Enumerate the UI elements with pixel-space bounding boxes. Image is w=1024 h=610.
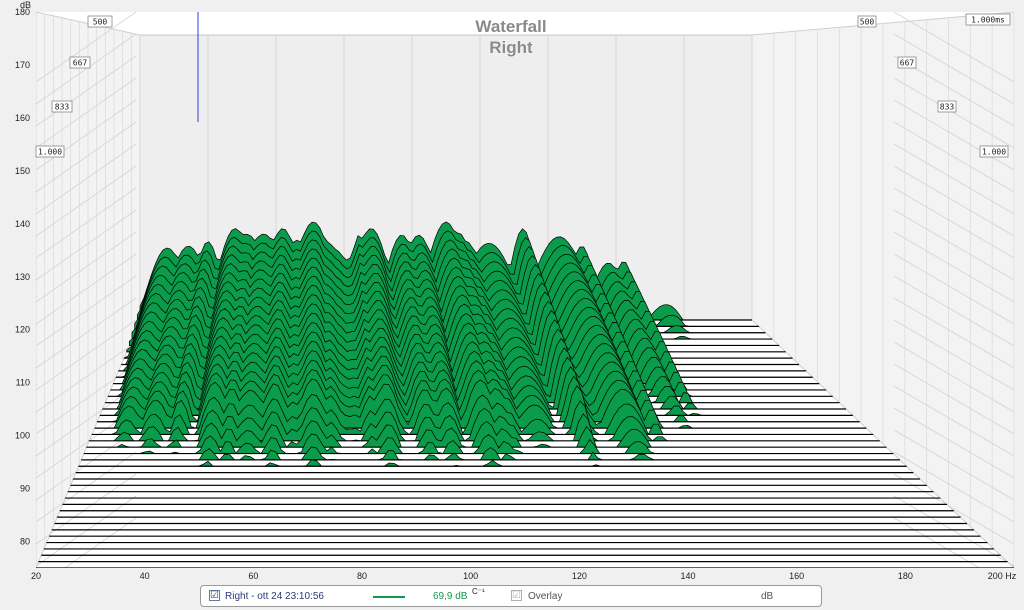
- diagonal-gridline: [36, 451, 137, 523]
- diagonal-gridline: [893, 297, 1014, 369]
- series-label[interactable]: Right - ott 24 23:10:56: [225, 591, 324, 602]
- time-label: 500: [93, 18, 108, 27]
- diagonal-gridline: [36, 77, 137, 149]
- y-tick-label: 160: [15, 113, 30, 123]
- time-label: 1.000ms: [971, 16, 1005, 25]
- diagonal-gridline: [36, 319, 137, 391]
- time-label: 667: [73, 59, 88, 68]
- series-value: 69,9 dB: [433, 591, 468, 602]
- diagonal-gridline: [36, 253, 137, 325]
- diagonal-gridline: [893, 77, 1014, 149]
- diagonal-gridline: [893, 429, 1014, 501]
- diagonal-gridline: [893, 12, 1014, 83]
- y-tick-label: 120: [15, 325, 30, 335]
- series-checkbox[interactable]: ☑: [209, 590, 220, 601]
- x-tick-label: 200 Hz: [988, 571, 1017, 580]
- x-tick-label: 180: [898, 571, 913, 580]
- legend-unit: dB: [761, 591, 774, 602]
- overlay-label[interactable]: Overlay: [528, 591, 563, 602]
- diagonal-gridline: [893, 495, 1014, 567]
- diagonal-gridline: [893, 143, 1014, 215]
- diagonal-gridline: [36, 55, 137, 127]
- diagonal-gridline: [36, 33, 137, 105]
- time-label-box: [35, 145, 65, 158]
- diagonal-gridline: [893, 253, 1014, 325]
- time-label-box: [51, 100, 73, 113]
- diagonal-gridline: [893, 209, 1014, 281]
- y-unit-label: dB: [20, 0, 31, 10]
- y-tick-label: 140: [15, 219, 30, 229]
- diagonal-gridline: [893, 319, 1014, 391]
- diagonal-gridline: [893, 121, 1014, 193]
- time-label: 833: [940, 103, 955, 112]
- y-tick-label: 130: [15, 272, 30, 282]
- diagonal-gridline: [36, 429, 137, 501]
- chart-subtitle: Right: [489, 38, 533, 57]
- x-tick-label: 140: [680, 571, 695, 580]
- legend-bar: ☑ Right - ott 24 23:10:56 69,9 dB C⁻¹ ☑ …: [200, 585, 822, 607]
- time-label: 833: [55, 103, 70, 112]
- diagonal-gridline: [36, 121, 137, 193]
- diagonal-gridline: [36, 209, 137, 281]
- diagonal-gridline: [36, 495, 137, 567]
- x-tick-label: 40: [140, 571, 150, 580]
- x-tick-label: 20: [31, 571, 41, 580]
- time-label: 667: [900, 59, 915, 68]
- time-label-box: [897, 56, 917, 69]
- diagonal-gridline: [893, 99, 1014, 171]
- diagonal-gridline: [36, 363, 137, 435]
- waterfall-chart: 500 667 833 1.000 500 667 833 1.000 1.000ms 80 90…: [14, 0, 1017, 580]
- diagonal-gridline: [36, 231, 137, 303]
- diagonal-gridline: [893, 407, 1014, 479]
- diagonal-gridline: [893, 231, 1014, 303]
- y-tick-label: 180: [15, 7, 30, 17]
- diagonal-gridline: [893, 451, 1014, 523]
- diagonal-gridline: [36, 275, 137, 347]
- spectrum-slices: [36, 221, 1014, 568]
- chart-title: Waterfall: [475, 17, 546, 36]
- diagonal-gridline: [36, 187, 137, 259]
- y-tick-label: 90: [20, 484, 30, 494]
- diagonal-gridline: [893, 165, 1014, 237]
- waterfall-plot: 500 667 833 1.000 500 667 833 1.000 1.000ms 80 90…: [14, 0, 1017, 580]
- y-tick-label: 170: [15, 60, 30, 70]
- diagonal-gridline: [36, 297, 137, 369]
- diagonal-gridline: [893, 187, 1014, 259]
- x-tick-label: 80: [357, 571, 367, 580]
- x-tick-label: 60: [248, 571, 258, 580]
- y-tick-label: 150: [15, 166, 30, 176]
- diagonal-gridline: [36, 165, 137, 237]
- series-value-suffix: C⁻¹: [472, 587, 485, 596]
- time-label-box: [965, 13, 1011, 26]
- y-tick-label: 100: [15, 431, 30, 441]
- x-tick-label: 120: [572, 571, 587, 580]
- diagonal-gridline: [36, 385, 137, 457]
- time-label-box: [937, 100, 957, 113]
- diagonal-gridline: [893, 341, 1014, 413]
- diagonal-gridline: [893, 363, 1014, 435]
- time-label: 1.000: [38, 148, 62, 157]
- series-color-swatch: [373, 596, 405, 598]
- diagonal-gridline: [36, 143, 137, 215]
- diagonal-gridline: [36, 99, 137, 171]
- axis-ticks: 80 90 100 110 120 130 140 150 160 170 180 20 40 60 80 1…: [15, 7, 1017, 580]
- time-label-box: [87, 15, 113, 28]
- y-tick-label: 110: [16, 378, 30, 388]
- time-label-box: [69, 56, 91, 69]
- diagonal-gridline: [36, 12, 137, 83]
- diagonal-gridline: [893, 275, 1014, 347]
- time-label-box: [857, 15, 877, 28]
- x-tick-label: 160: [789, 571, 804, 580]
- diagonal-gridline: [36, 341, 137, 413]
- overlay-checkbox[interactable]: ☑: [511, 590, 522, 601]
- time-labels: 500 667 833 1.000 500 667 833 1.000 1.000ms: [35, 13, 1011, 158]
- time-label-box: [979, 145, 1009, 158]
- time-label: 1.000: [982, 148, 1006, 157]
- diagonal-gridline: [893, 385, 1014, 457]
- x-tick-label: 100: [463, 571, 478, 580]
- diagonal-gridline: [893, 33, 1014, 105]
- y-tick-label: 80: [20, 537, 30, 547]
- time-label: 500: [860, 18, 875, 27]
